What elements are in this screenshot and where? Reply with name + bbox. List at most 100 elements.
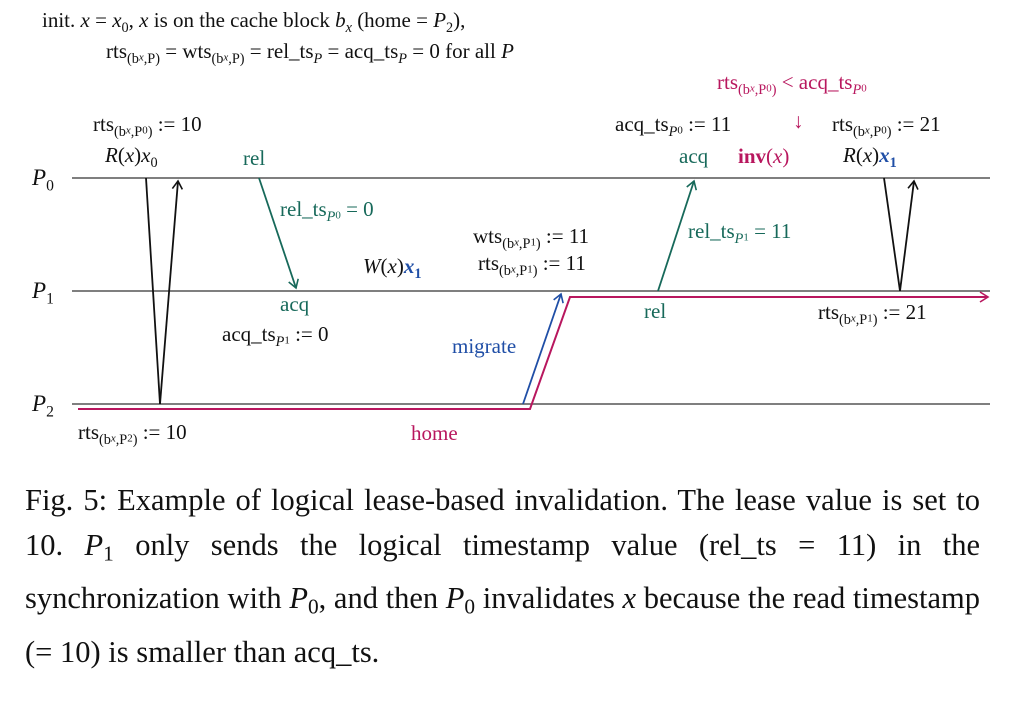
text-segment: P (32, 391, 47, 416)
text-segment: ) (396, 254, 404, 278)
processor-label-p1: P1 (32, 279, 54, 307)
text-segment: x (112, 8, 122, 32)
text-segment: := 11 (682, 112, 732, 136)
text-segment: rts (818, 300, 839, 324)
text-segment: 0 (881, 124, 887, 137)
text-segment: inv (738, 144, 767, 168)
text-segment: x (862, 143, 873, 167)
text-segment: x (141, 143, 151, 167)
label-inv: inv(x) (738, 146, 789, 167)
text-segment: ) (886, 123, 892, 140)
text-segment: 1 (46, 290, 54, 308)
text-segment: (home = (351, 8, 434, 32)
text-segment: ) (535, 235, 541, 252)
text-segment: ) (134, 143, 142, 167)
text-segment: only sends the logical timestamp value (… (25, 528, 981, 616)
text-segment: 0 (464, 594, 476, 619)
label-condition: rts(bx,P0) < acq_tsP0 (717, 70, 867, 98)
text-segment: := 11 (537, 251, 586, 275)
text-segment: ( (117, 143, 125, 167)
label-rel-ts-p1: rel_tsP1 = 11 (688, 219, 792, 247)
text-segment: 0 (142, 124, 148, 137)
text-segment: x (125, 124, 131, 137)
text-segment: x (879, 143, 890, 167)
text-segment: P (275, 333, 285, 350)
text-segment: ( (855, 143, 863, 167)
text-segment: wts (473, 224, 503, 248)
text-segment: acq_ts (615, 112, 669, 136)
text-segment: := 10 (137, 420, 187, 444)
label-rel-p1: rel (644, 301, 666, 322)
text-segment: P (32, 278, 47, 303)
text-segment: ,P (855, 311, 868, 328)
text-segment: x (345, 19, 352, 36)
text-segment: R (843, 143, 856, 167)
text-segment: migrate (452, 334, 517, 358)
text-segment: P (852, 81, 862, 98)
text-segment: rts (93, 112, 114, 136)
text-segment: 1 (530, 236, 536, 249)
text-segment: P (313, 50, 323, 67)
label-home: home (411, 423, 458, 444)
text-segment: x (138, 51, 144, 64)
read-request-p0-2 (883, 177, 901, 292)
timeline-svg (72, 177, 990, 410)
text-segment: (b (114, 123, 126, 140)
text-segment: P (445, 581, 465, 616)
label-down-arrow: ↓ (793, 111, 804, 132)
text-segment: ) (132, 431, 138, 448)
label-init2: rts(bx,P) = wts(bx,P) = rel_tsP = acq_ts… (106, 39, 514, 67)
label-rel-ts-p0: rel_tsP0 = 0 (280, 197, 374, 225)
label-acq-p0: acq (679, 146, 708, 167)
text-segment: ) (872, 311, 878, 328)
text-segment: P (32, 165, 47, 190)
text-segment: = 11 (748, 219, 792, 243)
text-segment: (b (502, 235, 515, 252)
label-acq-p1: acq (280, 294, 309, 315)
text-segment: = 0 (340, 197, 374, 221)
text-segment: = wts (160, 39, 212, 63)
text-segment: ), (453, 8, 466, 32)
read-response-p0-2 (899, 179, 919, 292)
text-segment: 1 (414, 265, 422, 282)
text-segment: rts (717, 70, 738, 94)
text-segment: 0 (150, 154, 158, 171)
text-segment: 2 (446, 19, 454, 36)
read-request-p0 (145, 177, 161, 405)
text-segment: b (335, 8, 346, 32)
text-segment: rts (478, 251, 499, 275)
text-segment: rel (243, 146, 266, 170)
text-segment: 1 (743, 231, 749, 244)
text-segment: (b (853, 123, 865, 140)
figure-caption: Fig. 5: Example of logical lease-based i… (25, 478, 980, 675)
text-segment: ) (782, 144, 790, 168)
text-segment: 1 (527, 263, 533, 276)
text-segment: acq (679, 144, 709, 168)
text-segment: ) (771, 81, 777, 98)
label-write-x1: W(x)x1 (363, 254, 422, 282)
text-segment: ( (766, 144, 774, 168)
text-segment: 0 (766, 82, 772, 95)
text-segment: x (773, 144, 783, 168)
text-segment: home (411, 421, 458, 445)
read-response-p0 (159, 179, 184, 405)
text-segment: P (84, 528, 104, 562)
text-segment: := 10 (152, 112, 202, 136)
text-segment: P (668, 123, 678, 140)
text-segment: (b (738, 81, 750, 98)
text-segment: 1 (889, 154, 897, 171)
label-rts-p0-21: rts(bx,P0) := 21 (832, 114, 941, 140)
text-segment: x (749, 82, 755, 95)
text-segment: (b (127, 50, 139, 67)
migrate-arrow (522, 292, 564, 405)
text-segment: (b (99, 431, 111, 448)
label-read-x0: R(x)x0 (105, 143, 158, 171)
label-acq-ts-p0: acq_tsP0 := 11 (615, 112, 732, 140)
text-segment: , (128, 8, 140, 32)
text-segment: init. (42, 8, 81, 32)
text-segment: P (398, 50, 407, 67)
label-init1: init. x = x0, x is on the cache block bx… (42, 8, 466, 36)
text-segment: 0 (121, 19, 129, 36)
text-segment: (b (839, 311, 851, 328)
text-segment: 0 (677, 124, 683, 137)
